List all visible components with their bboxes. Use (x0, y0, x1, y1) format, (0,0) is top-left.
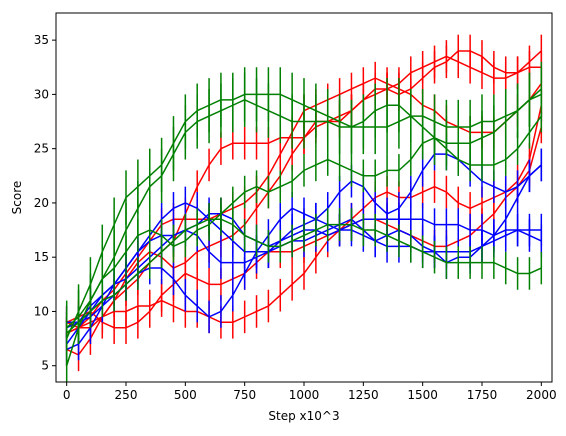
series-13 (65, 202, 543, 350)
y-tick-label: 15 (34, 250, 49, 264)
y-tick-label: 10 (34, 304, 49, 318)
x-tick-label: 500 (174, 388, 197, 402)
x-axis-ticks: 0 250 500 750 1000 1250 1500 1750 2000 (63, 382, 557, 402)
x-tick-label: 2000 (526, 388, 557, 402)
y-tick-label: 30 (34, 87, 49, 101)
y-axis-ticks: 5 10 15 20 25 30 35 (34, 33, 56, 373)
x-tick-label: 1250 (348, 388, 379, 402)
x-tick-label: 250 (115, 388, 138, 402)
x-tick-label: 1500 (407, 388, 438, 402)
y-tick-label: 5 (41, 359, 49, 373)
x-tick-label: 1000 (289, 388, 320, 402)
y-tick-label: 35 (34, 33, 49, 47)
series-11-line (66, 93, 542, 329)
series-layer (65, 34, 543, 382)
y-tick-label: 25 (34, 142, 49, 156)
x-axis-label: Step x10^3 (268, 409, 339, 423)
x-tick-label: 0 (63, 388, 71, 402)
x-tick-label: 750 (233, 388, 256, 402)
series-12-line (65, 115, 542, 366)
series-12 (65, 99, 543, 382)
x-tick-label: 1750 (467, 388, 498, 402)
series-13-line (66, 218, 542, 334)
y-axis-label: Score (10, 181, 24, 215)
series-9-line (66, 207, 542, 324)
series-4-line (66, 105, 543, 334)
y-tick-label: 20 (34, 196, 49, 210)
